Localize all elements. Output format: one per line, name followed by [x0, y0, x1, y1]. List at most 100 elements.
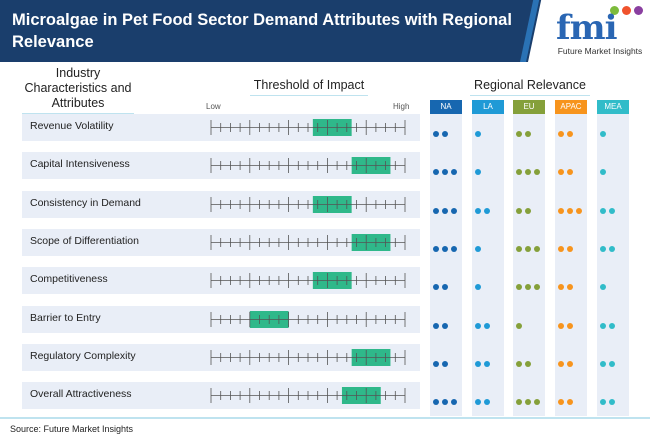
- relevance-dots-la: [472, 124, 504, 137]
- relevance-dot: [600, 169, 606, 176]
- relevance-dot: [600, 245, 606, 252]
- relevance-dots-eu: [513, 239, 545, 252]
- logo-dot-green: [610, 6, 619, 15]
- relevance-dots-mea: [597, 201, 629, 214]
- fmi-logo: fmi Future Market Insights: [552, 4, 648, 60]
- relevance-dot: [433, 399, 439, 406]
- source-note: Source: Future Market Insights: [10, 424, 134, 434]
- relevance-dot: [516, 322, 522, 329]
- relevance-dot: [433, 169, 439, 176]
- relevance-dot: [567, 131, 573, 137]
- relevance-dot: [516, 399, 522, 406]
- relevance-dot: [516, 245, 522, 252]
- impact-scale: [210, 272, 406, 290]
- relevance-dot: [558, 360, 564, 367]
- attribute-label: Overall Attractiveness: [30, 388, 132, 401]
- relevance-dot: [451, 399, 457, 406]
- relevance-dot: [516, 284, 522, 291]
- relevance-dot: [558, 322, 564, 329]
- relevance-dot: [433, 322, 439, 329]
- relevance-dot: [475, 284, 481, 291]
- relevance-dots-la: [472, 239, 504, 252]
- relevance-dot: [475, 131, 481, 137]
- relevance-dot: [558, 399, 564, 406]
- relevance-dot: [558, 245, 564, 252]
- relevance-dot: [475, 245, 481, 252]
- relevance-dot: [451, 169, 457, 176]
- relevance-dots-apac: [555, 239, 587, 252]
- relevance-dot: [516, 207, 522, 214]
- relevance-dots-la: [472, 201, 504, 214]
- relevance-dot: [442, 131, 448, 137]
- relevance-dots-apac: [555, 277, 587, 291]
- relevance-dot: [484, 360, 490, 367]
- relevance-dot: [442, 360, 448, 367]
- region-column-na: [430, 114, 462, 416]
- impact-scale: [210, 310, 406, 328]
- relevance-dots-mea: [597, 162, 629, 176]
- relevance-dots-mea: [597, 239, 629, 252]
- relevance-dot: [567, 207, 573, 214]
- attribute-label: Consistency in Demand: [30, 196, 141, 209]
- relevance-dot: [567, 360, 573, 367]
- relevance-dot: [442, 207, 448, 214]
- relevance-dots-apac: [555, 316, 587, 329]
- relevance-dot: [442, 284, 448, 291]
- relevance-dots-eu: [513, 392, 545, 406]
- relevance-dot: [600, 131, 606, 137]
- relevance-dot: [525, 399, 531, 406]
- relevance-dot: [558, 284, 564, 291]
- relevance-dot: [442, 322, 448, 329]
- region-column-la: [472, 114, 504, 416]
- relevance-dot: [525, 131, 531, 137]
- attribute-row: Overall Attractiveness: [22, 382, 420, 410]
- attribute-label: Competitiveness: [30, 273, 108, 286]
- relevance-dots-na: [430, 162, 462, 176]
- attribute-row: Competitiveness: [22, 267, 420, 295]
- relevance-dot: [433, 360, 439, 367]
- relevance-dot: [576, 207, 582, 214]
- relevance-dot: [525, 169, 531, 176]
- relevance-dot: [442, 399, 448, 406]
- attribute-row: Consistency in Demand: [22, 190, 420, 218]
- relevance-dots-la: [472, 277, 504, 291]
- relevance-dot: [525, 207, 531, 214]
- relevance-dot: [600, 284, 606, 291]
- relevance-dot: [567, 322, 573, 329]
- relevance-dot: [567, 245, 573, 252]
- relevance-dot: [534, 245, 540, 252]
- relevance-dot: [609, 245, 615, 252]
- relevance-dot: [534, 399, 540, 406]
- relevance-dot: [516, 131, 522, 137]
- attribute-label: Barrier to Entry: [30, 311, 101, 324]
- relevance-dots-na: [430, 316, 462, 329]
- impact-scale: [210, 387, 406, 405]
- region-chip-la: LA: [472, 100, 504, 114]
- relevance-dot: [609, 360, 615, 367]
- relevance-dot: [516, 169, 522, 176]
- relevance-dot: [600, 207, 606, 214]
- region-chip-apac: APAC: [555, 100, 587, 114]
- logo-subtitle: Future Market Insights: [557, 46, 643, 56]
- relevance-dots-mea: [597, 392, 629, 406]
- relevance-dots-na: [430, 124, 462, 137]
- relevance-dot: [525, 245, 531, 252]
- relevance-dot: [475, 169, 481, 176]
- region-chip-na: NA: [430, 100, 462, 114]
- relevance-dots-eu: [513, 162, 545, 176]
- relevance-dots-mea: [597, 124, 629, 137]
- impact-scale: [210, 157, 406, 175]
- relevance-dot: [442, 245, 448, 252]
- relevance-dot: [475, 322, 481, 329]
- relevance-dots-apac: [555, 354, 587, 367]
- attribute-row: Scope of Differentiation: [22, 228, 420, 256]
- relevance-dot: [433, 284, 439, 291]
- relevance-dot: [534, 284, 540, 291]
- relevance-dots-na: [430, 392, 462, 406]
- impact-scale: [210, 348, 406, 366]
- relevance-dot: [484, 399, 490, 406]
- relevance-dot: [451, 207, 457, 214]
- relevance-dots-na: [430, 277, 462, 291]
- relevance-dot: [433, 131, 439, 137]
- relevance-dot: [484, 322, 490, 329]
